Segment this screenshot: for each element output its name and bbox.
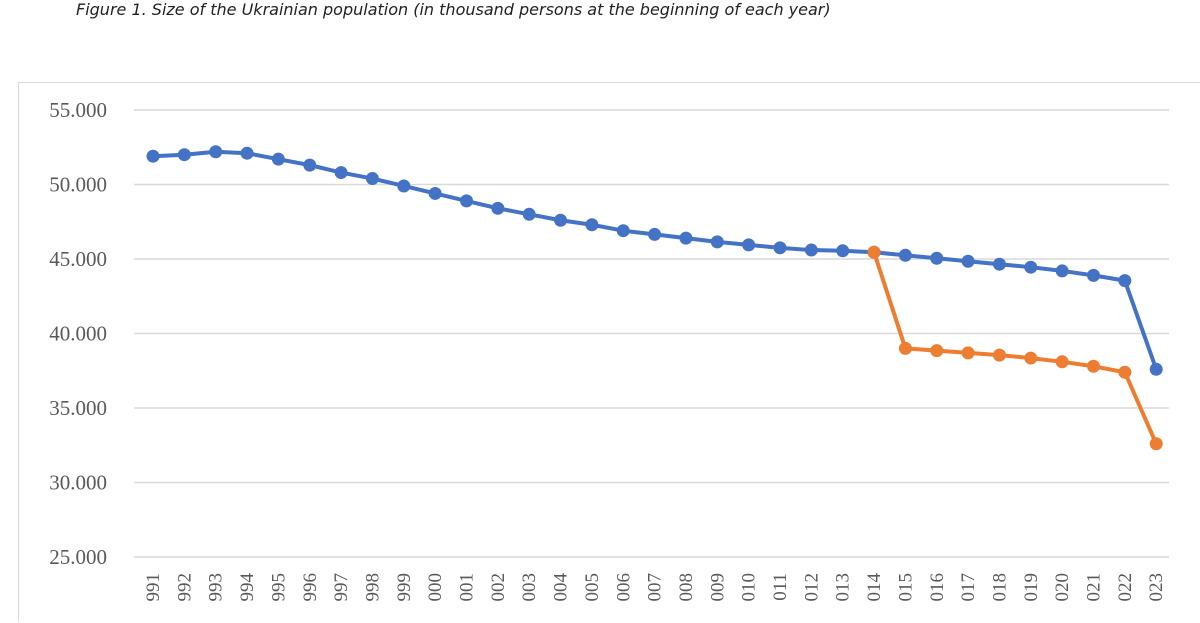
x-tick-label: 993 <box>206 573 227 602</box>
series-2-point <box>1055 355 1069 369</box>
series-1-point <box>710 235 724 249</box>
x-tick-label: 021 <box>1084 573 1105 602</box>
y-tick-label: 55.000 <box>49 98 107 122</box>
series-2-point <box>992 348 1006 362</box>
series-1-point <box>773 241 787 255</box>
x-tick-label: 008 <box>676 573 697 602</box>
x-tick-label: 015 <box>895 573 916 602</box>
x-tick-label: 017 <box>958 573 979 602</box>
series-1-point <box>428 186 442 200</box>
y-tick-label: 40.000 <box>49 322 107 346</box>
series-1-point <box>271 152 285 166</box>
x-tick-label: 016 <box>927 573 948 602</box>
series-1-point <box>491 201 505 215</box>
series-1-point <box>648 227 662 241</box>
series-1-point <box>397 179 411 193</box>
x-tick-label: 995 <box>268 573 289 602</box>
x-tick-label: 991 <box>143 573 164 602</box>
series-1-point <box>742 238 756 252</box>
y-tick-label: 30.000 <box>49 471 107 495</box>
series-2-point <box>961 346 975 360</box>
series-1-point <box>961 254 975 268</box>
series-1-point <box>616 224 630 238</box>
x-tick-label: 007 <box>645 573 666 602</box>
series-1-point <box>992 257 1006 271</box>
series-1-point <box>334 166 348 180</box>
series-1-point <box>585 218 599 232</box>
x-tick-label: 013 <box>833 573 854 602</box>
series-1-point <box>836 244 850 258</box>
series-1-point <box>460 194 473 208</box>
x-tick-label: 000 <box>425 573 446 602</box>
series-1-point <box>177 148 191 162</box>
chart-frame: 55.000 50.000 45.000 40.000 35.000 30.000 25.0… <box>18 82 1200 622</box>
x-tick-label: 002 <box>488 573 509 602</box>
x-tick-label: 005 <box>582 573 603 602</box>
y-tick-label: 35.000 <box>49 396 107 420</box>
series-1-point <box>930 251 944 265</box>
series-1-point <box>1055 264 1069 278</box>
series-1-point <box>365 172 379 186</box>
x-tick-label: 018 <box>989 573 1010 602</box>
y-tick-label: 50.000 <box>49 173 107 197</box>
series-1-point <box>898 248 912 262</box>
series-1-point <box>554 213 568 227</box>
series-2-point <box>1118 365 1132 379</box>
x-tick-label: 019 <box>1021 573 1042 602</box>
x-tick-label: 003 <box>519 573 540 602</box>
x-tick-label: 997 <box>331 573 352 602</box>
series-1-point <box>1149 362 1163 376</box>
x-tick-label: 998 <box>362 573 383 602</box>
series-1-point <box>1087 268 1100 282</box>
series-2-point <box>1087 359 1100 373</box>
y-tick-label: 45.000 <box>49 247 107 271</box>
x-tick-label: 001 <box>457 573 478 602</box>
x-tick-label: 992 <box>174 573 195 602</box>
figure-caption: Figure 1. Size of the Ukrainian populati… <box>76 0 831 19</box>
series-1-point <box>209 145 223 159</box>
series-2-point <box>1149 437 1163 451</box>
series-2-point <box>1024 351 1038 365</box>
series-1-point <box>679 231 693 245</box>
series-2-line <box>872 250 1159 446</box>
series-1-point <box>1024 260 1038 274</box>
x-tick-label: 023 <box>1146 573 1167 602</box>
series-1-point <box>240 146 254 160</box>
x-tick-label: 994 <box>237 573 258 602</box>
x-tick-label: 012 <box>801 573 822 602</box>
series-2-point <box>867 245 881 259</box>
x-tick-label: 020 <box>1052 573 1073 602</box>
x-tick-label: 996 <box>300 573 321 602</box>
x-tick-label: 022 <box>1115 573 1136 602</box>
x-tick-label: 014 <box>864 573 885 602</box>
population-line-chart: 55.000 50.000 45.000 40.000 35.000 30.000 25.0… <box>49 98 1169 602</box>
y-tick-label: 25.000 <box>49 545 107 569</box>
x-tick-label: 011 <box>770 573 791 601</box>
series-1-point <box>804 243 818 257</box>
series-1-point <box>1118 274 1132 288</box>
series-2-point <box>898 341 912 355</box>
x-tick-label: 010 <box>739 573 760 602</box>
series-1-point <box>303 158 317 172</box>
x-tick-label: 004 <box>551 573 572 602</box>
series-2-point <box>930 344 944 358</box>
series-1-point <box>522 207 536 221</box>
x-tick-label: 999 <box>394 573 415 602</box>
series-1-point <box>146 149 160 163</box>
x-tick-label: 009 <box>707 573 728 602</box>
x-tick-label: 006 <box>613 573 634 602</box>
